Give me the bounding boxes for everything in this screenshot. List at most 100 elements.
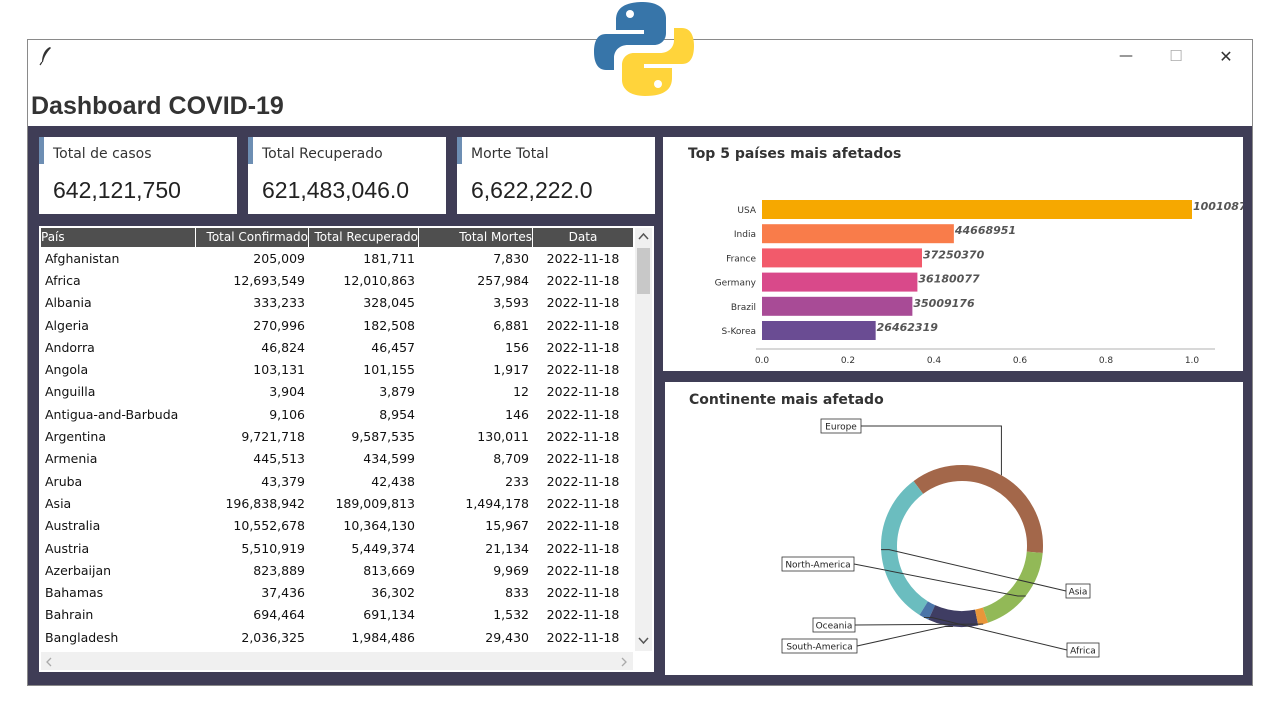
app-title: Dashboard COVID-19 bbox=[31, 92, 284, 120]
bar-value-label: 100108704 bbox=[1193, 200, 1243, 213]
leader-line bbox=[881, 549, 1067, 592]
close-button[interactable]: ✕ bbox=[1206, 44, 1246, 68]
cell-deaths: 233 bbox=[505, 473, 529, 489]
table-row[interactable]: Bangladesh 2,036,325 1,984,486 29,430 2022-1… bbox=[41, 626, 633, 648]
cell-recovered: 691,134 bbox=[363, 607, 415, 623]
cell-confirmed: 12,693,549 bbox=[233, 272, 305, 288]
cell-confirmed: 2,036,325 bbox=[241, 629, 305, 645]
scroll-down-icon[interactable] bbox=[638, 637, 649, 645]
cell-confirmed: 823,889 bbox=[253, 562, 305, 578]
cell-deaths: 156 bbox=[505, 339, 529, 355]
cell-date: 2022-11-18 bbox=[546, 518, 620, 534]
label-box bbox=[1066, 642, 1100, 658]
table-row[interactable]: Antigua-and-Barbuda 9,106 8,954 146 2022-11-… bbox=[41, 403, 633, 425]
continent-chart-panel: Continente mais afetado Europe Asia Africa… bbox=[665, 382, 1243, 675]
table-row[interactable]: Armenia 445,513 434,599 8,709 2022-11-18 bbox=[41, 448, 633, 470]
cell-date: 2022-11-18 bbox=[546, 629, 620, 645]
card-label: Total de casos bbox=[53, 146, 152, 162]
y-tick-label: USA bbox=[737, 206, 756, 216]
table-row[interactable]: Asia 196,838,942 189,009,813 1,494,178 2022-… bbox=[41, 492, 633, 514]
chart-title: Continente mais afetado bbox=[689, 392, 884, 408]
cell-recovered: 5,449,374 bbox=[351, 540, 415, 556]
scroll-up-icon[interactable] bbox=[638, 232, 649, 240]
table-row[interactable]: Anguilla 3,904 3,879 12 2022-11-18 bbox=[41, 381, 633, 403]
table-row[interactable]: Bahamas 37,436 36,302 833 2022-11-18 bbox=[41, 581, 633, 603]
title-bar: — ☐ ✕ bbox=[28, 40, 1252, 72]
cell-confirmed: 46,824 bbox=[261, 339, 305, 355]
x-tick-label: 0.8 bbox=[1099, 356, 1114, 366]
cell-date: 2022-11-18 bbox=[546, 607, 620, 623]
card-value: 642,121,750 bbox=[53, 177, 181, 203]
column-header-pais[interactable]: País bbox=[41, 228, 196, 247]
vertical-scrollbar[interactable] bbox=[635, 228, 652, 651]
column-header-deaths[interactable]: Total Mortes bbox=[419, 228, 533, 247]
cell-country: Bangladesh bbox=[45, 629, 119, 645]
table-row[interactable]: Andorra 46,824 46,457 156 2022-11-18 bbox=[41, 336, 633, 358]
python-logo bbox=[594, 2, 694, 96]
table-row[interactable]: Aruba 43,379 42,438 233 2022-11-18 bbox=[41, 470, 633, 492]
cell-recovered: 1,984,486 bbox=[351, 629, 415, 645]
leader-line bbox=[861, 425, 1002, 476]
cell-deaths: 257,984 bbox=[477, 272, 529, 288]
slice-label: Europe bbox=[825, 423, 857, 433]
cell-country: Bahamas bbox=[45, 585, 104, 601]
cell-date: 2022-11-18 bbox=[546, 562, 620, 578]
scroll-right-icon[interactable] bbox=[620, 657, 628, 667]
table-row[interactable]: Azerbaijan 823,889 813,669 9,969 2022-11-18 bbox=[41, 559, 633, 581]
cell-country: Austria bbox=[45, 540, 90, 556]
cell-deaths: 130,011 bbox=[477, 429, 529, 445]
cell-deaths: 6,881 bbox=[493, 317, 529, 333]
x-tick-label: 0.4 bbox=[927, 356, 942, 366]
cell-deaths: 29,430 bbox=[485, 629, 529, 645]
cell-country: Aruba bbox=[45, 473, 83, 489]
y-tick-label: India bbox=[734, 230, 756, 240]
horizontal-scrollbar[interactable] bbox=[41, 652, 633, 670]
cell-country: Argentina bbox=[45, 429, 106, 445]
table-row[interactable]: Argentina 9,721,718 9,587,535 130,011 2022-1… bbox=[41, 425, 633, 447]
cell-country: Armenia bbox=[45, 451, 98, 467]
cell-recovered: 182,508 bbox=[363, 317, 415, 333]
table-row[interactable]: Australia 10,552,678 10,364,130 15,967 2022-… bbox=[41, 515, 633, 537]
card-value: 621,483,046.0 bbox=[262, 177, 410, 203]
cell-recovered: 101,155 bbox=[363, 362, 415, 378]
minimize-button[interactable]: — bbox=[1106, 44, 1146, 68]
table-row[interactable]: Albania 333,233 328,045 3,593 2022-11-18 bbox=[41, 292, 633, 314]
cell-date: 2022-11-18 bbox=[546, 317, 620, 333]
table-row[interactable]: Austria 5,510,919 5,449,374 21,134 2022-11-1… bbox=[41, 537, 633, 559]
y-tick-label: France bbox=[726, 254, 756, 264]
maximize-button[interactable]: ☐ bbox=[1156, 44, 1196, 68]
cell-date: 2022-11-18 bbox=[546, 384, 620, 400]
cell-confirmed: 37,436 bbox=[261, 585, 305, 601]
cell-recovered: 42,438 bbox=[371, 473, 415, 489]
table-row[interactable]: Angola 103,131 101,155 1,917 2022-11-18 bbox=[41, 358, 633, 380]
total-deaths-card: Morte Total 6,622,222.0 bbox=[457, 137, 655, 214]
column-header-confirmed[interactable]: Total Confirmado bbox=[196, 228, 309, 247]
bar-value-label: 35009176 bbox=[913, 297, 975, 310]
table-row[interactable]: Algeria 270,996 182,508 6,881 2022-11-18 bbox=[41, 314, 633, 336]
table-row[interactable]: Bahrain 694,464 691,134 1,532 2022-11-18 bbox=[41, 604, 633, 626]
table-header: País Total Confirmado Total Recuperado T… bbox=[41, 228, 633, 247]
cell-date: 2022-11-18 bbox=[546, 540, 620, 556]
cell-date: 2022-11-18 bbox=[546, 495, 620, 511]
column-header-date[interactable]: Data bbox=[533, 228, 633, 247]
cell-recovered: 181,711 bbox=[363, 250, 415, 266]
cell-recovered: 8,954 bbox=[379, 406, 415, 422]
close-icon: ✕ bbox=[1219, 46, 1233, 66]
cell-deaths: 21,134 bbox=[485, 540, 529, 556]
dashboard-body: Total de casos 642,121,750 Total Recuper… bbox=[28, 126, 1252, 685]
cell-deaths: 1,532 bbox=[493, 607, 529, 623]
table-row[interactable]: Africa 12,693,549 12,010,863 257,984 2022-11… bbox=[41, 269, 633, 291]
cell-deaths: 12 bbox=[513, 384, 529, 400]
cell-deaths: 8,709 bbox=[493, 451, 529, 467]
cell-confirmed: 103,131 bbox=[253, 362, 305, 378]
bar-value-label: 26462319 bbox=[877, 321, 939, 334]
top5-chart-panel: Top 5 países mais afetados USA 100108704 I… bbox=[663, 137, 1243, 371]
bar-value-label: 36180077 bbox=[918, 273, 980, 286]
slice-label: Asia bbox=[1069, 588, 1088, 598]
cell-deaths: 3,593 bbox=[493, 295, 529, 311]
table-row[interactable]: Afghanistan 205,009 181,711 7,830 2022-11-18 bbox=[41, 247, 633, 269]
cell-recovered: 813,669 bbox=[363, 562, 415, 578]
vertical-scroll-thumb[interactable] bbox=[637, 248, 650, 294]
scroll-left-icon[interactable] bbox=[45, 657, 53, 667]
column-header-recovered[interactable]: Total Recuperado bbox=[309, 228, 419, 247]
